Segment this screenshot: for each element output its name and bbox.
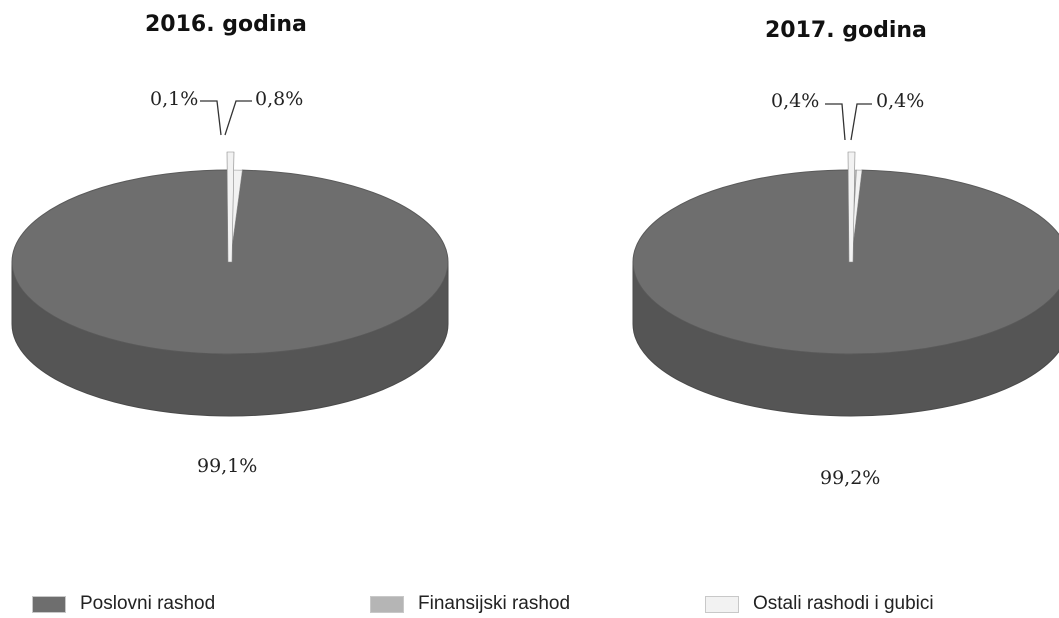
chart-title-2017: 2017. godina (765, 18, 927, 43)
legend-label-ostali: Ostali rashodi i gubici (753, 593, 934, 614)
legend-swatch-ostali (705, 595, 739, 613)
pie-slice-2017-ostali (850, 169, 863, 263)
leader-line-2016-1 (200, 100, 222, 136)
legend-item-ostali: Ostali rashodi i gubici (705, 592, 934, 616)
leader-line-2017-2 (850, 103, 872, 141)
data-label-2017-finansijski: 0,4% (771, 90, 820, 112)
pie-slice-2017-poslovni (632, 169, 1059, 355)
legend-item-finansijski: Finansijski rashod (370, 592, 570, 616)
pie-small-slices-2017 (847, 151, 856, 263)
legend-swatch-finansijski (370, 595, 404, 613)
data-label-2016-poslovni: 99,1% (197, 455, 258, 477)
legend-label-finansijski: Finansijski rashod (418, 593, 571, 614)
data-label-2017-poslovni: 99,2% (820, 467, 881, 489)
legend-item-poslovni: Poslovni rashod (32, 592, 215, 616)
data-label-2017-ostali: 0,4% (876, 90, 925, 112)
data-label-2016-finansijski: 0,1% (150, 88, 199, 110)
chart-title-2016: 2016. godina (145, 12, 307, 37)
leader-line-2017-1 (825, 103, 846, 141)
pie-small-slices-2016 (226, 151, 235, 263)
legend-label-poslovni: Poslovni rashod (80, 593, 216, 614)
leader-line-2016-2 (224, 100, 252, 136)
data-label-2016-ostali: 0,8% (255, 88, 304, 110)
legend-swatch-poslovni (32, 595, 66, 613)
